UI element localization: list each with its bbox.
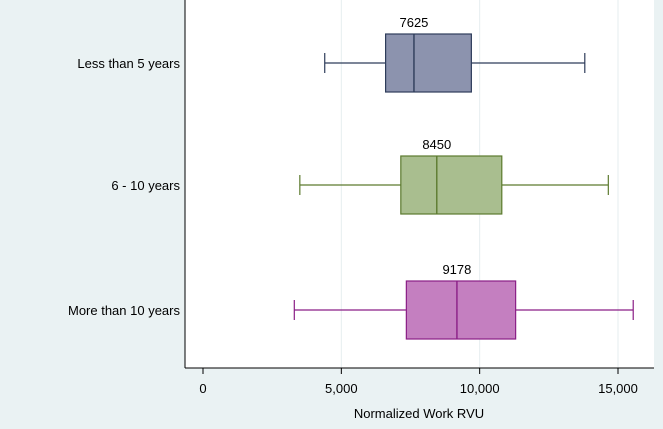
iqr-box [385,33,472,93]
median-value-label: 8450 [422,137,451,152]
iqr-box [400,155,503,215]
x-tick-label: 10,000 [460,381,500,396]
x-tick-label: 0 [199,381,206,396]
box-group: 7625 [324,15,586,93]
category-label: Less than 5 years [77,56,180,71]
iqr-box [405,280,517,340]
box-group: 9178 [293,262,634,340]
category-labels: Less than 5 years 6 - 10 years More than 1… [68,56,181,318]
x-tick-label: 15,000 [598,381,638,396]
box-group: 8450 [299,137,609,215]
x-tick-label: 5,000 [325,381,358,396]
x-ticks: 0 5,000 10,000 15,000 [199,368,638,396]
median-value-label: 7625 [399,15,428,30]
x-axis-title: Normalized Work RVU [354,406,484,421]
category-label: More than 10 years [68,303,181,318]
boxes: 7625 8450 9178 [293,15,634,340]
category-label: 6 - 10 years [111,178,180,193]
median-value-label: 9178 [442,262,471,277]
